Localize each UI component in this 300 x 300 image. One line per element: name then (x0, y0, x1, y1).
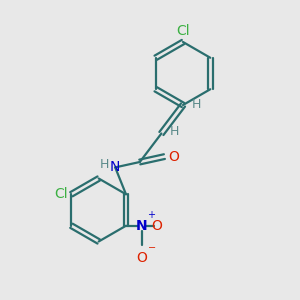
Text: O: O (168, 150, 179, 164)
Text: +: + (147, 210, 155, 220)
Text: N: N (110, 160, 120, 174)
Text: N: N (136, 219, 147, 233)
Text: H: H (100, 158, 110, 171)
Text: Cl: Cl (176, 24, 190, 38)
Text: H: H (191, 98, 201, 112)
Text: O: O (152, 219, 163, 233)
Text: O: O (136, 251, 147, 265)
Text: Cl: Cl (54, 187, 68, 201)
Text: −: − (148, 243, 156, 253)
Text: H: H (170, 124, 179, 138)
